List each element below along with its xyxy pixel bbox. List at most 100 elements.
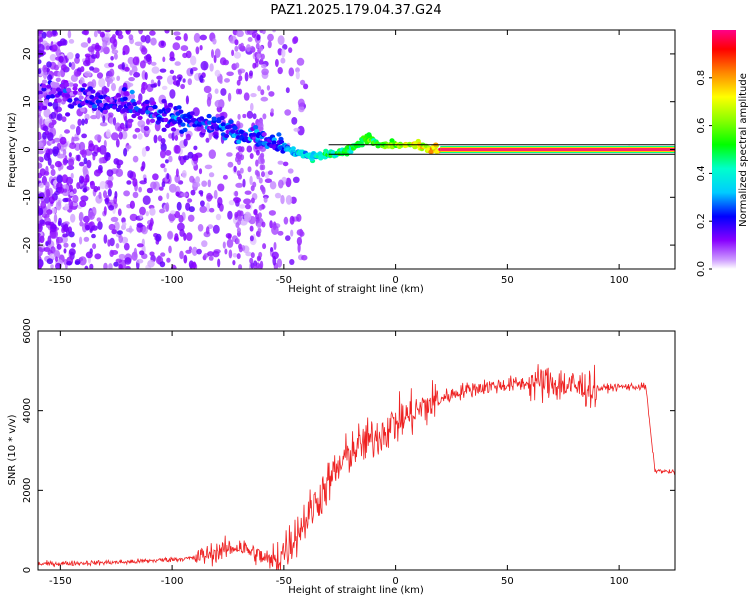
heatmap-cell: [44, 99, 50, 104]
heatmap-cell: [247, 166, 252, 173]
y-tick-label: 20: [22, 48, 33, 61]
heatmap-cell: [238, 43, 243, 50]
heatmap-cell: [83, 215, 90, 223]
heatmap-cell: [145, 34, 151, 44]
heatmap-cell: [81, 118, 85, 126]
heatmap-cell: [253, 125, 259, 130]
x-tick-label: 100: [610, 576, 629, 587]
heatmap-cell: [85, 224, 90, 231]
snr-x-axis-label: Height of straight line (km): [288, 585, 424, 596]
heatmap-cell: [142, 195, 151, 205]
snr-panel: -150 -100 -50 0 50 100 0 2000 4000 6000 Height o…: [7, 318, 676, 596]
heatmap-cell: [167, 102, 173, 108]
heatmap-cell: [257, 222, 261, 229]
heatmap-cell: [38, 131, 42, 141]
heatmap-cell: [80, 42, 89, 48]
heatmap-cell: [232, 260, 236, 266]
heatmap-cell: [54, 82, 60, 87]
heatmap-cell: [249, 70, 253, 77]
heatmap-cell: [290, 146, 296, 151]
heatmap-cell: [121, 62, 126, 71]
heatmap-cell: [116, 163, 121, 169]
heatmap-cell: [169, 183, 177, 193]
heatmap-cell: [276, 132, 282, 137]
heatmap-cell: [129, 70, 133, 76]
heatmap-cell: [87, 211, 95, 220]
heatmap-cell: [38, 68, 42, 75]
heatmap-cell: [93, 185, 99, 193]
heatmap-cell: [389, 138, 395, 143]
heatmap-cell: [189, 111, 195, 116]
heatmap-cell: [252, 62, 257, 69]
heatmap-cell: [53, 137, 61, 143]
heatmap-cell: [207, 251, 215, 257]
heatmap-cell: [214, 88, 219, 94]
heatmap-cell: [56, 175, 64, 184]
heatmap-cell: [230, 129, 236, 134]
heatmap-cell: [285, 87, 290, 94]
heatmap-cell: [242, 113, 247, 119]
heatmap-cell: [38, 142, 44, 148]
heatmap-cell: [235, 238, 240, 245]
heatmap-cell: [261, 164, 266, 171]
heatmap-cell: [270, 247, 274, 252]
heatmap-cell: [158, 195, 163, 202]
heatmap-cell: [119, 122, 125, 130]
heatmap-cell: [219, 57, 227, 66]
heatmap-cell: [62, 233, 68, 238]
heatmap-cell: [112, 117, 117, 126]
heatmap-cell: [285, 177, 292, 188]
heatmap-cell: [92, 104, 98, 109]
heatmap-cell: [124, 66, 130, 72]
heatmap-cell: [79, 200, 87, 208]
heatmap-cell: [64, 93, 71, 98]
heatmap-cell: [157, 79, 161, 87]
heatmap-cell: [161, 181, 166, 188]
heatmap-cell: [72, 136, 80, 142]
heatmap-cell: [56, 236, 60, 246]
heatmap-cell: [262, 243, 267, 250]
heatmap-cell: [80, 195, 89, 202]
heatmap-cell: [282, 161, 289, 167]
heatmap-cell: [76, 182, 80, 190]
heatmap-cell: [98, 95, 104, 100]
heatmap-cell: [208, 255, 214, 261]
heatmap-cell: [102, 115, 106, 123]
heatmap-cell: [94, 253, 102, 260]
heatmap-cell: [170, 210, 176, 215]
heatmap-cell: [38, 94, 44, 99]
heatmap-cell: [45, 241, 49, 247]
heatmap-cell: [236, 253, 241, 260]
snr-x-ticks: -150 -100 -50 0 50 100: [49, 331, 629, 587]
heatmap-cell: [198, 168, 203, 175]
heatmap-cell: [256, 170, 260, 177]
heatmap-cell: [129, 200, 135, 209]
heatmap-cell: [174, 134, 179, 141]
snr-frame: [37, 330, 676, 571]
heatmap-cell: [103, 262, 108, 269]
heatmap-cell: [199, 75, 204, 83]
heatmap-cell: [57, 91, 63, 96]
heatmap-cell: [278, 139, 285, 145]
heatmap-cell: [269, 181, 277, 190]
heatmap-cell: [52, 101, 59, 110]
heatmap-cell: [163, 167, 167, 173]
heatmap-cell: [38, 150, 45, 155]
heatmap-cell: [128, 77, 135, 82]
heatmap-cell: [174, 61, 181, 66]
heatmap-cell: [127, 120, 133, 129]
heatmap-cell: [165, 159, 169, 164]
heatmap-cell: [83, 30, 89, 36]
heatmap-cell: [224, 78, 230, 83]
heatmap-cell: [226, 238, 234, 248]
heatmap-cell: [42, 64, 48, 73]
heatmap-cell: [281, 48, 286, 58]
heatmap-cell: [196, 248, 202, 255]
heatmap-cell: [62, 197, 69, 203]
heatmap-cell: [89, 94, 95, 100]
heatmap-cell: [271, 137, 277, 142]
heatmap-cell: [159, 68, 167, 73]
heatmap-cell: [68, 82, 74, 87]
heatmap-cell: [137, 133, 143, 140]
